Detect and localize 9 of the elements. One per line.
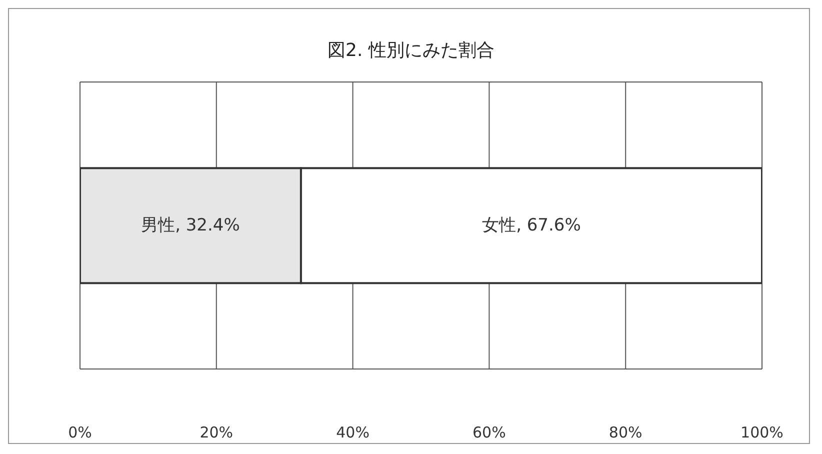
x-tick-label: 20% (200, 424, 234, 442)
data-label: 女性, 67.6% (482, 216, 581, 236)
x-tick-label: 100% (740, 424, 784, 442)
x-tick-label: 80% (608, 424, 642, 442)
x-tick-label: 60% (472, 424, 506, 442)
x-tick-label: 0% (68, 424, 92, 442)
x-tick-label: 40% (336, 424, 370, 442)
chart-title: 図2. 性別にみた割合 (326, 39, 496, 62)
data-label: 男性, 32.4% (141, 216, 240, 236)
